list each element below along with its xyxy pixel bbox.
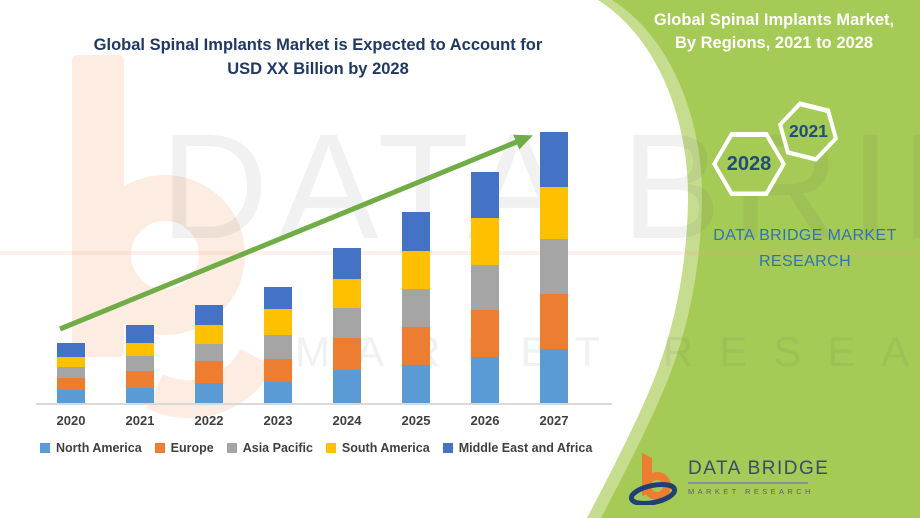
legend-item-middle-east-and-africa: Middle East and Africa	[442, 441, 593, 455]
brand-text-line1: DATA BRIDGE MARKET	[713, 227, 897, 244]
logo-name: DATA BRIDGE	[688, 458, 830, 479]
legend-swatch-icon	[325, 443, 336, 453]
watermark-small-text: MARKET RESEARCH	[295, 328, 920, 375]
legend-swatch-icon	[154, 443, 165, 453]
legend-item-north-america: North America	[40, 441, 142, 455]
panel-heading: Global Spinal Implants Market, By Region…	[640, 9, 908, 55]
green-panel-path	[601, 0, 920, 518]
data-bridge-logo: DATA BRIDGE MARKET RESEARCH	[628, 449, 829, 505]
panel-heading-line1: Global Spinal Implants Market,	[653, 11, 895, 29]
legend-label: Europe	[170, 441, 214, 455]
hexagon-2021-fill: 2021	[777, 103, 840, 160]
chart-legend: North America Europe Asia Pacific South Ame…	[40, 441, 592, 455]
chart-title-line1: Global Spinal Implants Market is Expecte…	[93, 36, 543, 54]
hexagon-2021-label: 2021	[788, 121, 828, 141]
data-bridge-b-icon	[628, 453, 678, 505]
brand-text: DATA BRIDGE MARKET RESEARCH	[685, 223, 920, 275]
legend-label: Middle East and Africa	[458, 441, 593, 455]
hexagon-2028-label: 2028	[726, 152, 772, 175]
logo-text: DATA BRIDGE MARKET RESEARCH	[688, 458, 829, 496]
legend-item-asia-pacific: Asia Pacific	[226, 441, 313, 455]
chart-title: Global Spinal Implants Market is Expecte…	[50, 33, 586, 81]
legend-item-europe: Europe	[154, 441, 214, 455]
brand-text-line2: RESEARCH	[758, 253, 852, 270]
legend-swatch-icon	[226, 443, 237, 453]
legend-label: North America	[56, 441, 142, 455]
legend-label: Asia Pacific	[242, 441, 313, 455]
legend-swatch-icon	[40, 443, 50, 453]
x-axis-line	[36, 403, 612, 405]
hexagon-2028: 2028	[712, 132, 786, 196]
legend-label: South America	[341, 441, 430, 455]
logo-rule	[688, 482, 808, 484]
legend-swatch-icon	[442, 443, 453, 453]
chart-title-line2: USD XX Billion by 2028	[227, 60, 409, 78]
legend-item-south-america: South America	[325, 441, 430, 455]
logo-subtitle: MARKET RESEARCH	[688, 486, 814, 496]
panel-heading-line2: By Regions, 2021 to 2028	[674, 34, 874, 52]
